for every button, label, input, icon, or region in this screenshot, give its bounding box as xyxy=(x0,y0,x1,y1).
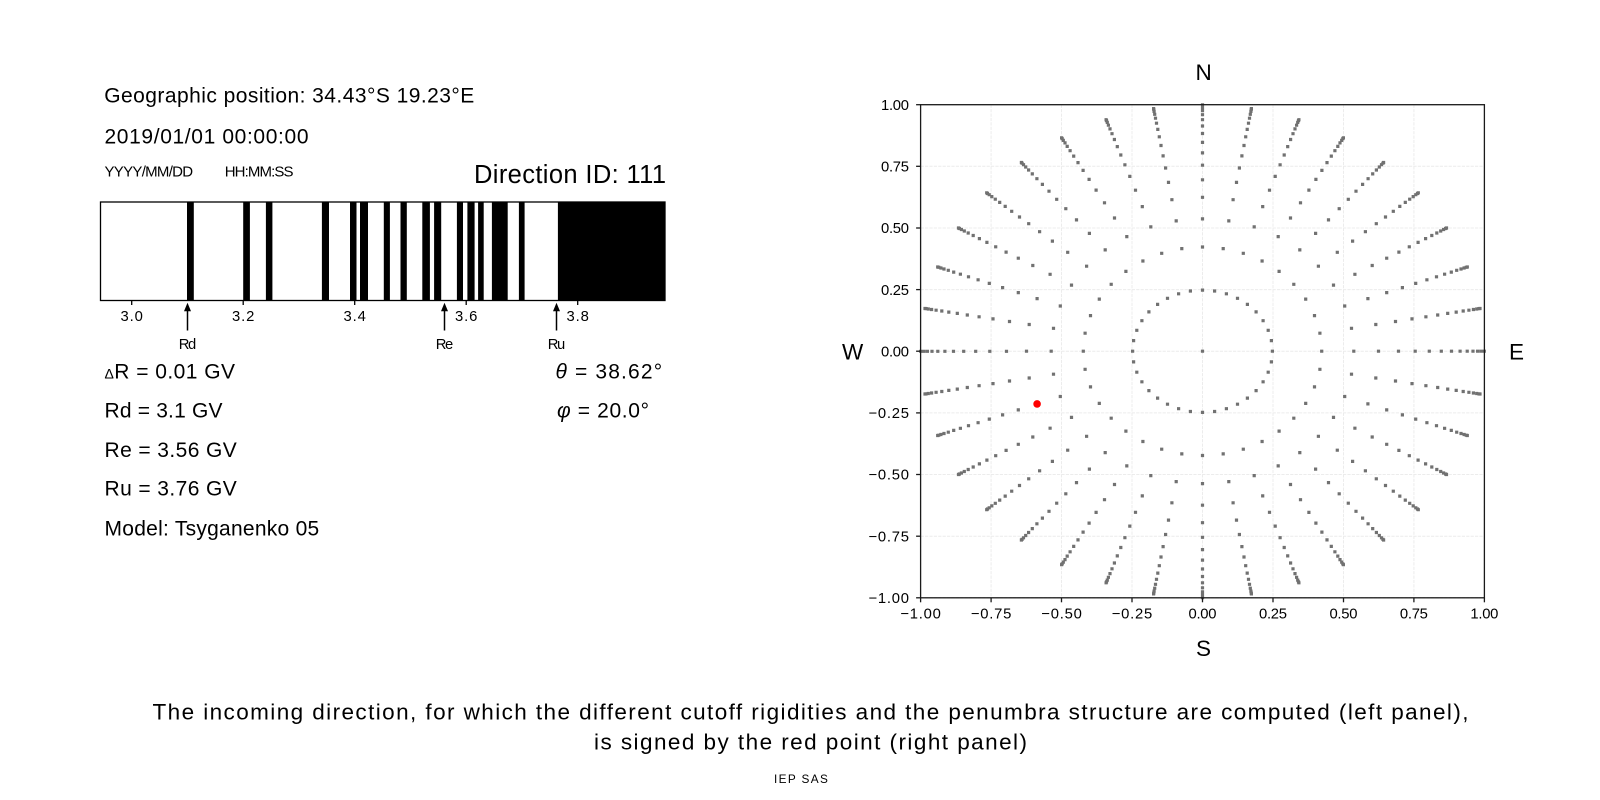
svg-text:θ = 38.62°: θ = 38.62° xyxy=(556,360,663,383)
svg-text:3.0: 3.0 xyxy=(121,309,143,325)
svg-text:1.00: 1.00 xyxy=(1470,606,1498,622)
svg-text:YYYY/MM/DD: YYYY/MM/DD xyxy=(105,163,194,180)
svg-text:Re = 3.56 GV: Re = 3.56 GV xyxy=(105,439,237,462)
svg-text:Model: Tsyganenko 05: Model: Tsyganenko 05 xyxy=(105,518,320,541)
svg-text:3.6: 3.6 xyxy=(455,309,477,325)
svg-text:IEP SAS: IEP SAS xyxy=(774,772,828,786)
svg-text:−0.25: −0.25 xyxy=(869,406,910,422)
svg-text:Geographic position: 34.43°S 1: Geographic position: 34.43°S 19.23°E xyxy=(104,85,474,108)
svg-text:0.75: 0.75 xyxy=(881,160,909,176)
svg-text:Re: Re xyxy=(436,337,454,353)
svg-text:E: E xyxy=(1509,340,1524,365)
svg-text:The incoming direction, for wh: The incoming direction, for which the di… xyxy=(153,700,1469,725)
svg-text:−0.25: −0.25 xyxy=(1112,606,1153,622)
svg-text:−0.75: −0.75 xyxy=(971,606,1012,622)
svg-text:is signed by the red point (ri: is signed by the red point (right panel) xyxy=(594,730,1027,755)
svg-text:HH:MM:SS: HH:MM:SS xyxy=(225,163,294,180)
svg-text:0.25: 0.25 xyxy=(881,283,909,299)
svg-text:φ = 20.0°: φ = 20.0° xyxy=(557,399,649,422)
svg-text:0.50: 0.50 xyxy=(1329,606,1357,622)
svg-text:0.25: 0.25 xyxy=(1259,606,1287,622)
svg-text:Rd: Rd xyxy=(179,337,197,353)
svg-text:−0.50: −0.50 xyxy=(1041,606,1082,622)
svg-text:S: S xyxy=(1196,636,1211,661)
svg-text:3.4: 3.4 xyxy=(344,309,366,325)
svg-text:Rd = 3.1 GV: Rd = 3.1 GV xyxy=(105,399,223,422)
svg-text:ΔR = 0.01 GV: ΔR = 0.01 GV xyxy=(105,360,236,383)
svg-text:−1.00: −1.00 xyxy=(869,591,910,607)
svg-text:Direction ID: 111: Direction ID: 111 xyxy=(474,161,666,189)
svg-text:0.50: 0.50 xyxy=(881,221,909,237)
svg-text:Ru = 3.76 GV: Ru = 3.76 GV xyxy=(105,478,237,501)
svg-text:3.8: 3.8 xyxy=(567,309,589,325)
svg-text:0.75: 0.75 xyxy=(1400,606,1428,622)
svg-text:Ru: Ru xyxy=(548,337,566,353)
svg-text:N: N xyxy=(1196,60,1212,85)
svg-text:0.00: 0.00 xyxy=(881,344,909,360)
svg-text:1.00: 1.00 xyxy=(881,98,909,114)
svg-text:−0.75: −0.75 xyxy=(869,529,910,545)
svg-text:−0.50: −0.50 xyxy=(869,468,910,484)
svg-text:2019/01/01 00:00:00: 2019/01/01 00:00:00 xyxy=(105,126,309,149)
svg-text:3.2: 3.2 xyxy=(232,309,254,325)
svg-text:W: W xyxy=(842,340,864,365)
svg-text:−1.00: −1.00 xyxy=(900,606,941,622)
svg-text:0.00: 0.00 xyxy=(1189,606,1217,622)
